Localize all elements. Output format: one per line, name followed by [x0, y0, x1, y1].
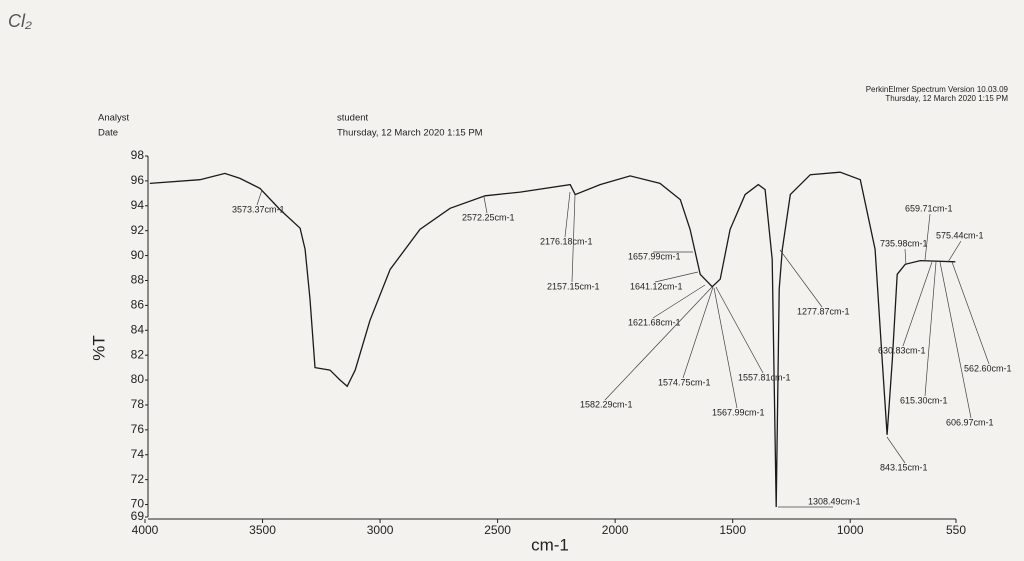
- leader-line: [256, 189, 263, 206]
- date: Thursday, 12 March 2020 1:15 PM: [337, 128, 483, 139]
- peak-label: 562.60cm-1: [964, 363, 1012, 373]
- x-tick-label: 550: [946, 523, 966, 537]
- peak-label: 659.71cm-1: [905, 203, 953, 213]
- leader-line: [483, 196, 488, 214]
- peak-label: 735.98cm-1: [880, 238, 928, 248]
- y-tick-label: 74: [131, 447, 145, 461]
- y-tick-label: 78: [131, 397, 145, 411]
- peak-label: 630.83cm-1: [878, 345, 926, 355]
- analyst: student: [337, 113, 369, 124]
- peak-label: 606.97cm-1: [946, 417, 994, 427]
- y-tick-label: 96: [131, 173, 145, 187]
- peak-label: 1641.12cm-1: [630, 281, 683, 291]
- x-tick-label: 4000: [132, 523, 159, 537]
- y-tick-label: 88: [131, 273, 145, 287]
- peak-label: 1621.68cm-1: [628, 317, 681, 327]
- leader-line: [939, 261, 972, 419]
- x-tick-label: 2500: [484, 523, 511, 537]
- x-axis-label: cm-1: [531, 535, 569, 554]
- leader-line: [604, 286, 713, 401]
- date-label: Date: [98, 128, 118, 139]
- peak-label: 1657.99cm-1: [628, 251, 681, 261]
- spectrum-line: [149, 171, 956, 508]
- peak-label: 1574.75cm-1: [658, 377, 711, 387]
- x-tick-label: 1500: [719, 523, 746, 537]
- peak-label: 1567.99cm-1: [712, 407, 765, 417]
- peak-label: 2157.15cm-1: [547, 281, 600, 291]
- x-tick-label: 2000: [602, 523, 629, 537]
- printed-date: Thursday, 12 March 2020 1:15 PM: [885, 94, 1008, 103]
- peak-label: 3573.37cm-1: [232, 204, 285, 214]
- peak-label: 843.15cm-1: [880, 462, 928, 472]
- leader-line: [904, 248, 907, 266]
- leader-line: [779, 249, 823, 308]
- y-axis-label: %T: [89, 335, 108, 361]
- x-tick-label: 1000: [837, 523, 864, 537]
- leader-line: [654, 271, 699, 283]
- y-tick-label: 94: [131, 198, 145, 212]
- y-tick-label: 90: [131, 248, 145, 262]
- y-tick-label: 82: [131, 347, 145, 361]
- leader-line: [564, 191, 571, 238]
- peak-label: 1582.29cm-1: [580, 399, 633, 409]
- y-tick-label: 92: [131, 223, 145, 237]
- leader-line: [924, 261, 937, 397]
- software: PerkinElmer Spectrum Version 10.03.09: [866, 85, 1009, 94]
- y-tick-label: 80: [131, 372, 145, 386]
- peak-label: 1308.49cm-1: [808, 496, 861, 506]
- leader-line: [951, 261, 990, 365]
- peak-label: 2572.25cm-1: [462, 212, 515, 222]
- peak-label: 1277.87cm-1: [797, 306, 850, 316]
- leader-line: [713, 287, 738, 409]
- handwritten-note: Cl₂: [8, 11, 32, 31]
- leader-line: [571, 194, 576, 283]
- leader-line: [924, 213, 931, 261]
- leader-line: [902, 261, 933, 347]
- y-tick-label: 70: [131, 497, 145, 511]
- peak-label: 2176.18cm-1: [540, 236, 593, 246]
- leader-line: [886, 436, 906, 464]
- y-tick-label: 86: [131, 298, 145, 312]
- analyst-label: Analyst: [98, 113, 130, 124]
- y-tick-label: 84: [131, 322, 145, 336]
- leader-line: [652, 284, 706, 319]
- y-tick-label: 69: [131, 509, 145, 523]
- leader-line: [947, 240, 962, 263]
- peak-label: 1557.81cm-1: [738, 372, 791, 382]
- peak-label: 575.44cm-1: [936, 230, 984, 240]
- y-tick-label: 76: [131, 422, 145, 436]
- peak-label: 615.30cm-1: [900, 395, 948, 405]
- leader-line: [682, 286, 714, 379]
- x-tick-label: 3000: [367, 523, 394, 537]
- y-tick-label: 98: [131, 148, 145, 162]
- x-tick-label: 3500: [249, 523, 276, 537]
- y-tick-label: 72: [131, 472, 145, 486]
- leader-line: [715, 286, 764, 374]
